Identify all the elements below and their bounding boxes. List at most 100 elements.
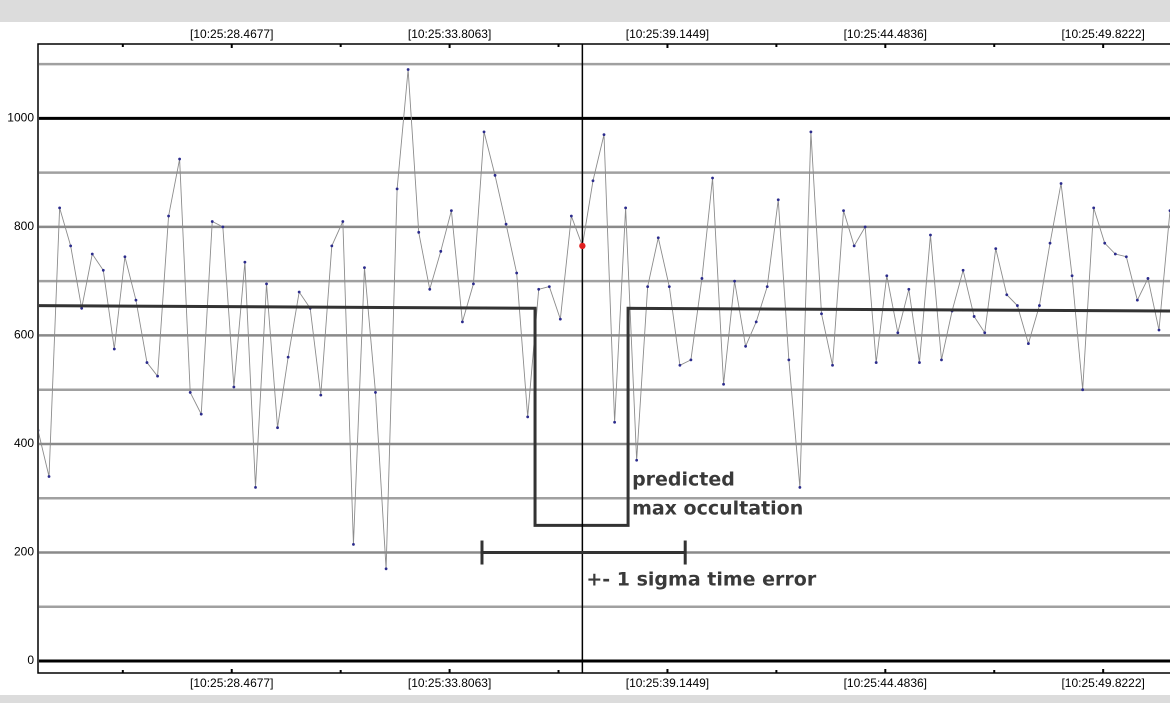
y-tick-label: 800: [14, 219, 34, 233]
data-point: [1048, 241, 1052, 245]
data-point: [918, 361, 921, 364]
data-point: [363, 266, 366, 269]
data-point: [831, 363, 834, 367]
data-point: [754, 320, 758, 324]
y-tick-label: 200: [14, 545, 34, 559]
data-point: [134, 298, 138, 302]
data-point: [722, 382, 725, 386]
data-point: [733, 279, 736, 283]
data-point: [276, 426, 279, 430]
data-point: [1113, 252, 1117, 256]
data-point: [569, 214, 573, 218]
data-point: [526, 415, 530, 419]
data-point: [929, 233, 932, 237]
data-point: [940, 358, 943, 362]
x-tick-label: [10:25:49.8222]: [1061, 676, 1144, 690]
x-tick-label: [10:25:33.8063]: [408, 676, 491, 690]
model-curve: [39, 304, 1170, 527]
x-tick-label: [10:25:44.4836]: [844, 27, 927, 41]
data-point: [1124, 255, 1128, 259]
data-point: [112, 347, 116, 351]
data-point: [1135, 298, 1139, 302]
data-point: [80, 306, 84, 310]
y-tick-label: 600: [14, 328, 34, 342]
data-point: [449, 209, 453, 213]
data-point: [678, 363, 682, 367]
data-point: [689, 358, 693, 362]
y-tick-label: 400: [14, 436, 34, 450]
data-point: [602, 133, 606, 137]
data-point: [232, 385, 236, 389]
data-point: [994, 247, 998, 251]
annotation: +- 1 sigma time error: [586, 569, 816, 591]
data-point: [852, 244, 856, 248]
data-point: [765, 285, 769, 288]
data-point: [983, 331, 987, 335]
x-tick-label: [10:25:39.1449]: [626, 676, 709, 690]
data-point: [101, 268, 105, 272]
data-point: [787, 358, 791, 362]
data-point: [547, 285, 551, 288]
data-point: [591, 179, 595, 183]
data-point: [1103, 241, 1107, 245]
annotation: predicted: [632, 469, 735, 491]
data-point: [1059, 182, 1063, 185]
data-point: [210, 220, 214, 223]
data-point: [896, 331, 900, 335]
data-point: [460, 320, 464, 324]
data-point: [776, 198, 780, 202]
data-point: [199, 412, 203, 416]
x-tick-label: [10:25:44.4836]: [844, 676, 927, 690]
highlighted-point: [579, 242, 586, 250]
x-tick-label: [10:25:28.4677]: [190, 27, 273, 41]
data-point: [1026, 342, 1030, 345]
data-point: [624, 206, 628, 210]
data-point: [243, 260, 247, 264]
plot-frame: [37, 43, 1170, 674]
data-point: [341, 220, 345, 223]
data-point: [1081, 388, 1085, 392]
data-point: [504, 222, 508, 226]
x-tick-label: [10:25:49.8222]: [1061, 27, 1144, 41]
window-bar: [0, 0, 1170, 22]
data-point: [297, 290, 301, 294]
y-tick-label: 0: [27, 653, 34, 667]
window-bar: [0, 695, 1170, 703]
data-point: [417, 230, 421, 234]
data-point: [1070, 274, 1074, 278]
data-point: [700, 277, 704, 280]
data-point: [842, 209, 845, 213]
data-point: [646, 285, 650, 288]
data-point: [145, 361, 149, 364]
x-tick-label: [10:25:28.4677]: [190, 676, 273, 690]
data-point: [863, 225, 867, 229]
data-point: [167, 214, 170, 218]
data-point: [439, 249, 443, 253]
data-point: [820, 312, 823, 316]
annotation: max occultation: [632, 498, 803, 520]
data-point: [39, 429, 40, 432]
data-point: [90, 252, 94, 256]
data-point: [798, 485, 802, 489]
data-point: [482, 130, 486, 134]
grid: [39, 62, 1170, 663]
data-point: [1157, 328, 1161, 332]
data-point: [1038, 304, 1041, 307]
plot-area: [39, 44, 1170, 673]
data-point: [1005, 293, 1009, 297]
data-point: [656, 236, 660, 240]
data-point: [265, 282, 268, 286]
data-point: [188, 391, 192, 394]
x-tick-label: [10:25:33.8063]: [408, 27, 491, 41]
data-point: [156, 374, 159, 378]
data-point: [744, 344, 748, 348]
data-point: [319, 393, 323, 397]
data-point: [178, 157, 182, 161]
data-point: [286, 355, 290, 359]
data-point: [221, 225, 225, 229]
data-point: [352, 542, 355, 546]
data-point: [472, 282, 475, 286]
data-point: [1146, 277, 1150, 280]
